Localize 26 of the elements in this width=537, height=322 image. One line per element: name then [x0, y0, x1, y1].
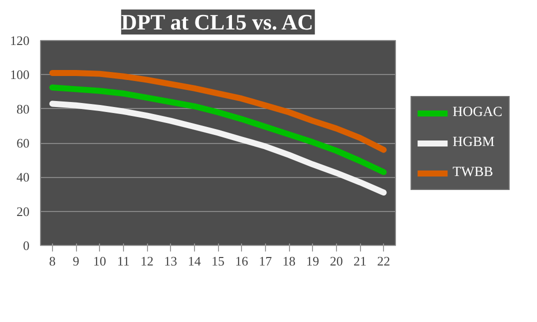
x-tick-label: 16 [235, 254, 249, 268]
legend-label: HGBM [452, 134, 495, 150]
x-tick-label: 15 [212, 254, 224, 268]
x-tick-label: 20 [330, 254, 343, 268]
x-tick-label: 13 [164, 254, 178, 268]
x-tick-label: 19 [306, 254, 320, 268]
y-tick-label: 120 [10, 33, 30, 48]
x-tick-label: 17 [258, 254, 272, 268]
y-tick-label: 80 [16, 101, 30, 116]
y-tick-label: 0 [23, 238, 30, 253]
chart-title: DPT at CL15 vs. AC [121, 10, 314, 34]
y-tick-label: 60 [16, 136, 30, 150]
x-tick-label: 8 [49, 254, 56, 268]
x-tick-label: 18 [282, 254, 296, 268]
y-tick-label: 100 [10, 67, 30, 82]
x-tick-label: 21 [354, 254, 366, 268]
x-tick-label: 22 [377, 254, 390, 268]
legend-label: HOGAC [452, 104, 502, 120]
x-tick-label: 12 [140, 254, 154, 268]
x-tick-label: 9 [72, 254, 80, 268]
y-tick-label: 40 [16, 170, 30, 185]
legend-label: TWBB [452, 164, 494, 180]
x-tick-label: 14 [188, 254, 202, 268]
y-tick-label: 20 [16, 204, 30, 219]
x-tick-label: 10 [93, 254, 106, 268]
x-tick-label: 11 [117, 254, 130, 268]
